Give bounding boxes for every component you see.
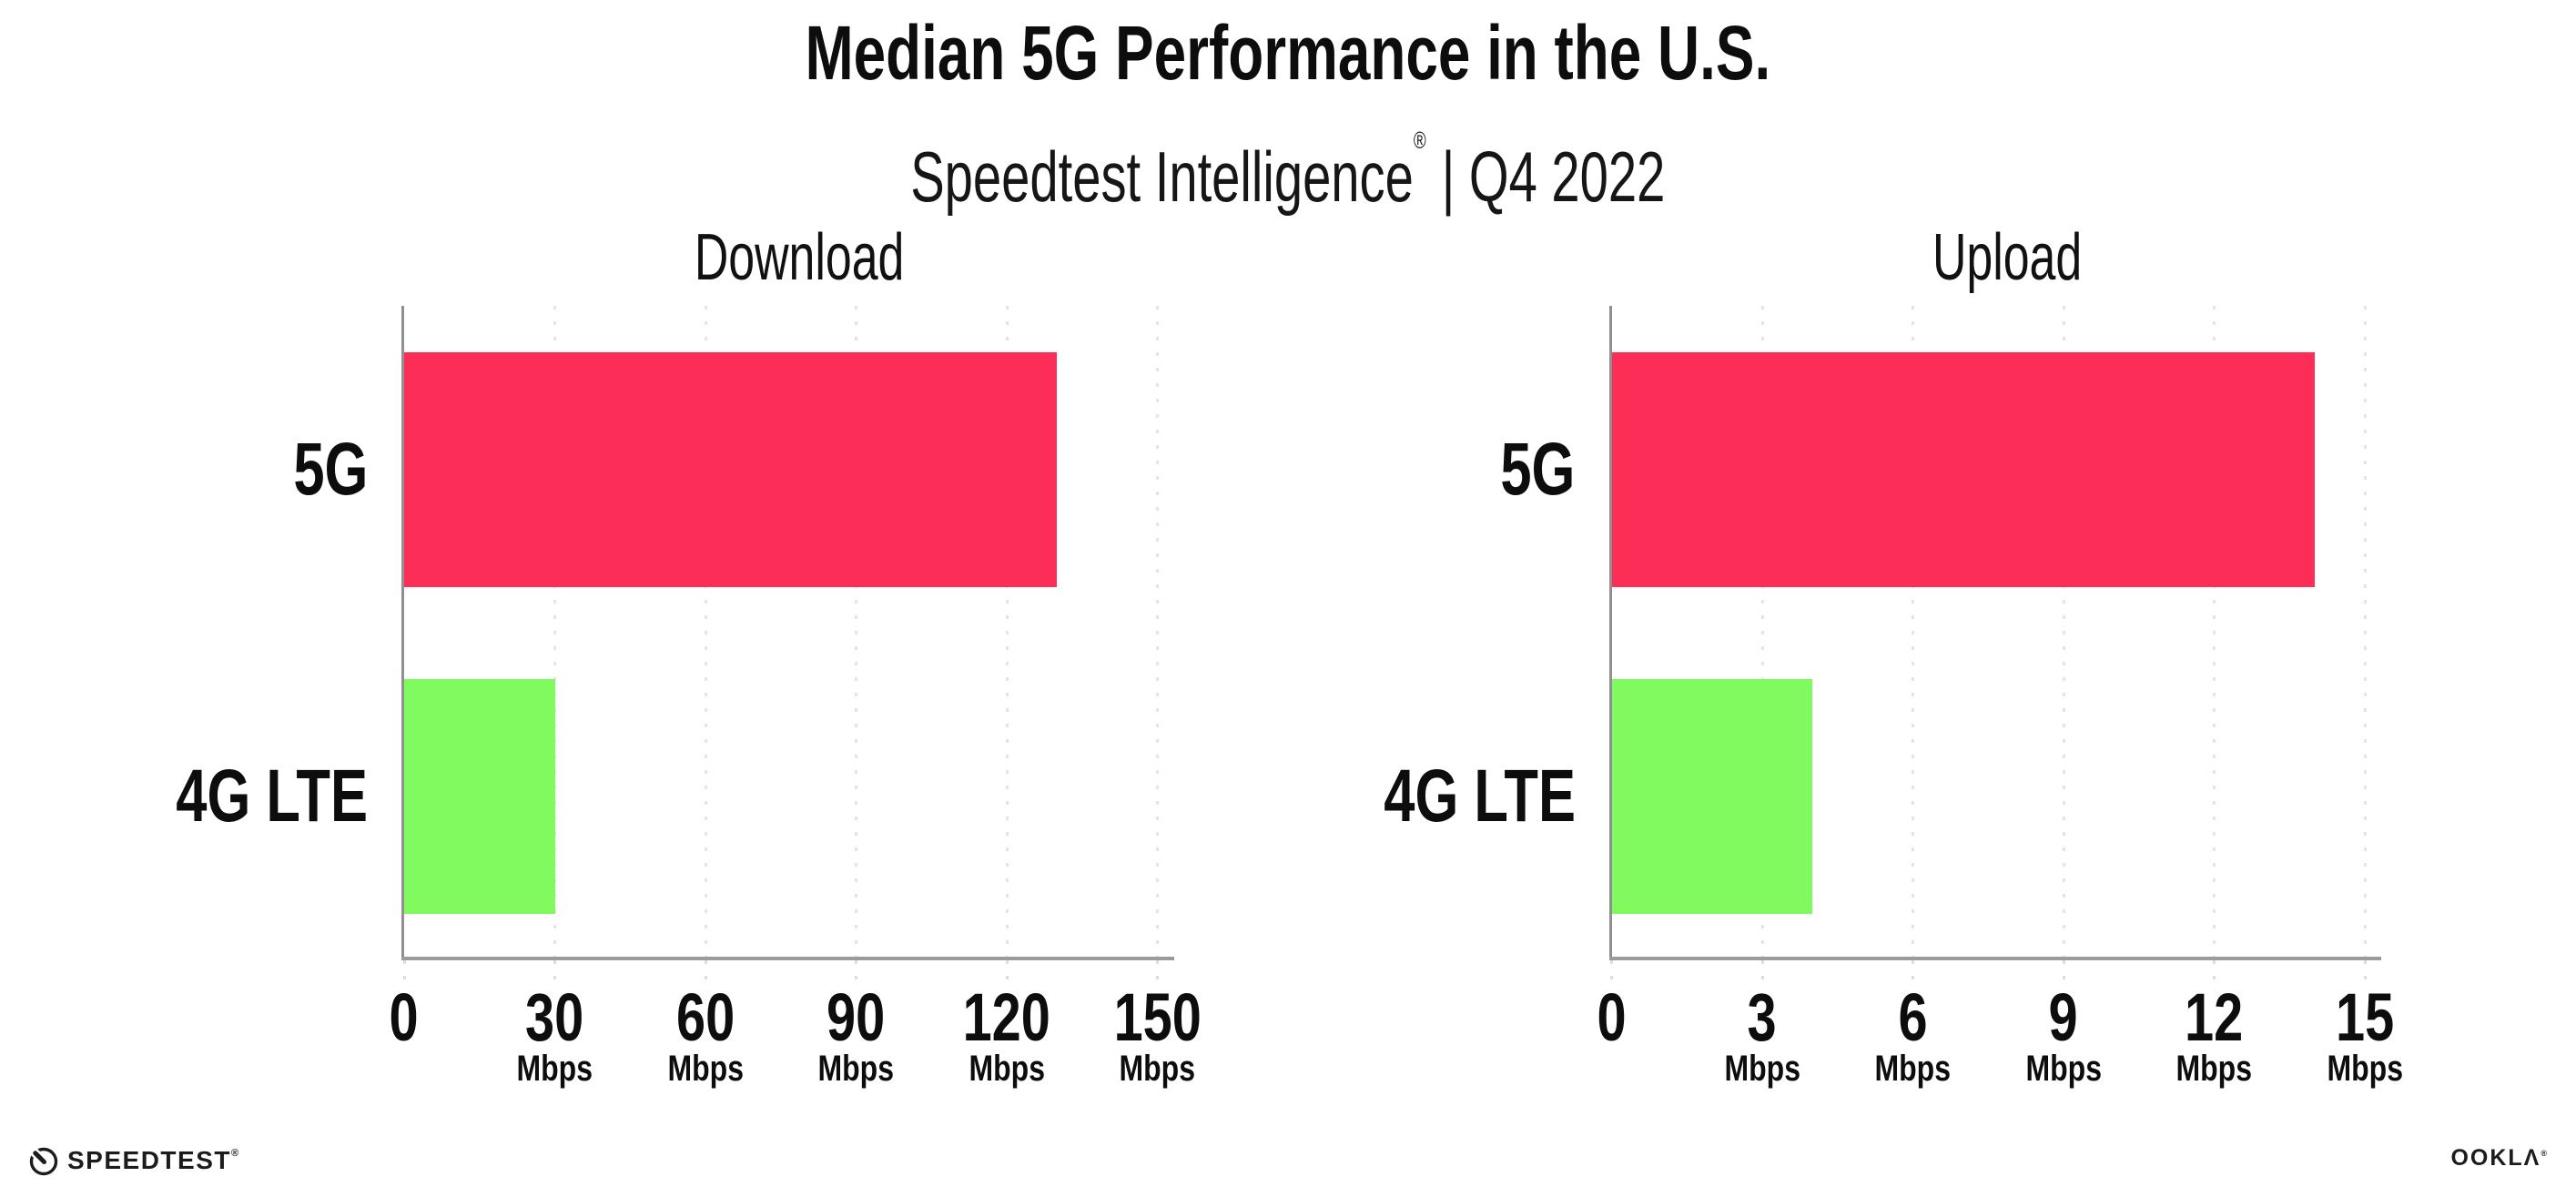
tick-unit-download-120: Mbps — [969, 1049, 1045, 1089]
tick-unit-download-60: Mbps — [667, 1049, 744, 1089]
speedtest-gauge-icon — [29, 1147, 58, 1176]
tick-label-upload-3: 3 — [1747, 979, 1778, 1055]
subtitle-period: | Q4 2022 — [1427, 137, 1666, 217]
gridline-upload-6 — [1912, 306, 1914, 957]
tick-label-download-30: 30 — [525, 979, 584, 1055]
tick-mark-download-150 — [1156, 960, 1159, 979]
speedtest-logo: SPEEDTEST® — [27, 1141, 240, 1180]
tick-label-upload-6: 6 — [1898, 979, 1928, 1055]
tick-mark-download-90 — [855, 960, 857, 979]
tick-mark-download-120 — [1005, 960, 1009, 979]
category-label-upload-5g: 5G — [1500, 427, 1576, 511]
chart-title-upload: Upload — [1932, 221, 2083, 294]
tick-mark-upload-12 — [2213, 960, 2216, 979]
chart-title-download: Download — [694, 221, 905, 294]
tick-label-upload-12: 12 — [2185, 979, 2244, 1055]
tick-label-download-90: 90 — [827, 979, 886, 1055]
tick-label-download-60: 60 — [675, 979, 735, 1055]
tick-label-upload-15: 15 — [2335, 979, 2395, 1055]
gridline-download-150 — [1156, 306, 1159, 957]
tick-mark-upload-9 — [2062, 960, 2065, 979]
gridline-download-30 — [553, 306, 556, 957]
tick-unit-upload-6: Mbps — [1874, 1049, 1952, 1089]
category-label-upload-4g-lte: 4G LTE — [1383, 754, 1576, 837]
ookla-wordmark: OOKLΛ — [2450, 1145, 2541, 1171]
tick-label-download-150: 150 — [1113, 979, 1202, 1055]
x-axis-download — [401, 957, 1174, 960]
ookla-registered-icon: ® — [2541, 1149, 2549, 1158]
tick-mark-upload-3 — [1760, 960, 1764, 979]
category-label-download-4g-lte: 4G LTE — [176, 754, 368, 837]
tick-mark-download-60 — [704, 960, 707, 979]
registered-mark-icon: ® — [1414, 127, 1428, 154]
tick-unit-upload-15: Mbps — [2327, 1049, 2403, 1089]
page-title: Median 5G Performance in the U.S. — [0, 13, 2576, 93]
x-axis-upload — [1608, 957, 2381, 960]
tick-unit-download-30: Mbps — [516, 1049, 593, 1089]
gridline-download-60 — [704, 306, 707, 957]
gridline-upload-15 — [2363, 306, 2367, 957]
gridline-upload-3 — [1760, 306, 1764, 957]
tick-label-download-0: 0 — [389, 979, 420, 1055]
page-subtitle: Speedtest Intelligence® | Q4 2022 — [0, 96, 2576, 220]
subtitle-brand: Speedtest Intelligence — [910, 137, 1415, 217]
speedtest-wordmark: SPEEDTEST® — [67, 1146, 240, 1175]
bar-download-4g-lte — [404, 678, 555, 914]
tick-label-upload-0: 0 — [1597, 979, 1627, 1055]
bar-download-5g — [404, 351, 1058, 587]
tick-unit-download-90: Mbps — [817, 1049, 895, 1089]
gridline-upload-12 — [2213, 306, 2216, 957]
gridline-download-90 — [855, 306, 857, 957]
y-axis-upload — [1608, 306, 1612, 960]
tick-unit-upload-9: Mbps — [2025, 1049, 2102, 1089]
tick-unit-download-150: Mbps — [1119, 1049, 1196, 1089]
speedtest-registered-icon: ® — [230, 1148, 240, 1159]
tick-mark-download-0 — [402, 960, 406, 979]
tick-mark-upload-0 — [1610, 960, 1613, 979]
page-title-text: Median 5G Performance in the U.S. — [805, 10, 1771, 96]
page-subtitle-text: Speedtest Intelligence® | Q4 2022 — [910, 96, 1665, 220]
gridline-download-120 — [1005, 306, 1009, 957]
tick-label-upload-9: 9 — [2048, 979, 2079, 1055]
gridline-upload-9 — [2062, 306, 2065, 957]
bar-upload-4g-lte — [1611, 678, 1813, 914]
tick-unit-upload-12: Mbps — [2175, 1049, 2253, 1089]
tick-label-download-120: 120 — [962, 979, 1051, 1055]
bar-upload-5g — [1611, 351, 2315, 587]
tick-unit-upload-3: Mbps — [1724, 1049, 1800, 1089]
tick-mark-upload-15 — [2363, 960, 2367, 979]
ookla-logo: OOKLΛ® — [2449, 1145, 2549, 1172]
tick-mark-download-30 — [553, 960, 556, 979]
speedtest-label: SPEEDTEST — [67, 1146, 231, 1174]
tick-mark-upload-6 — [1912, 960, 1914, 979]
category-label-download-5g: 5G — [292, 427, 368, 511]
y-axis-download — [401, 306, 404, 960]
